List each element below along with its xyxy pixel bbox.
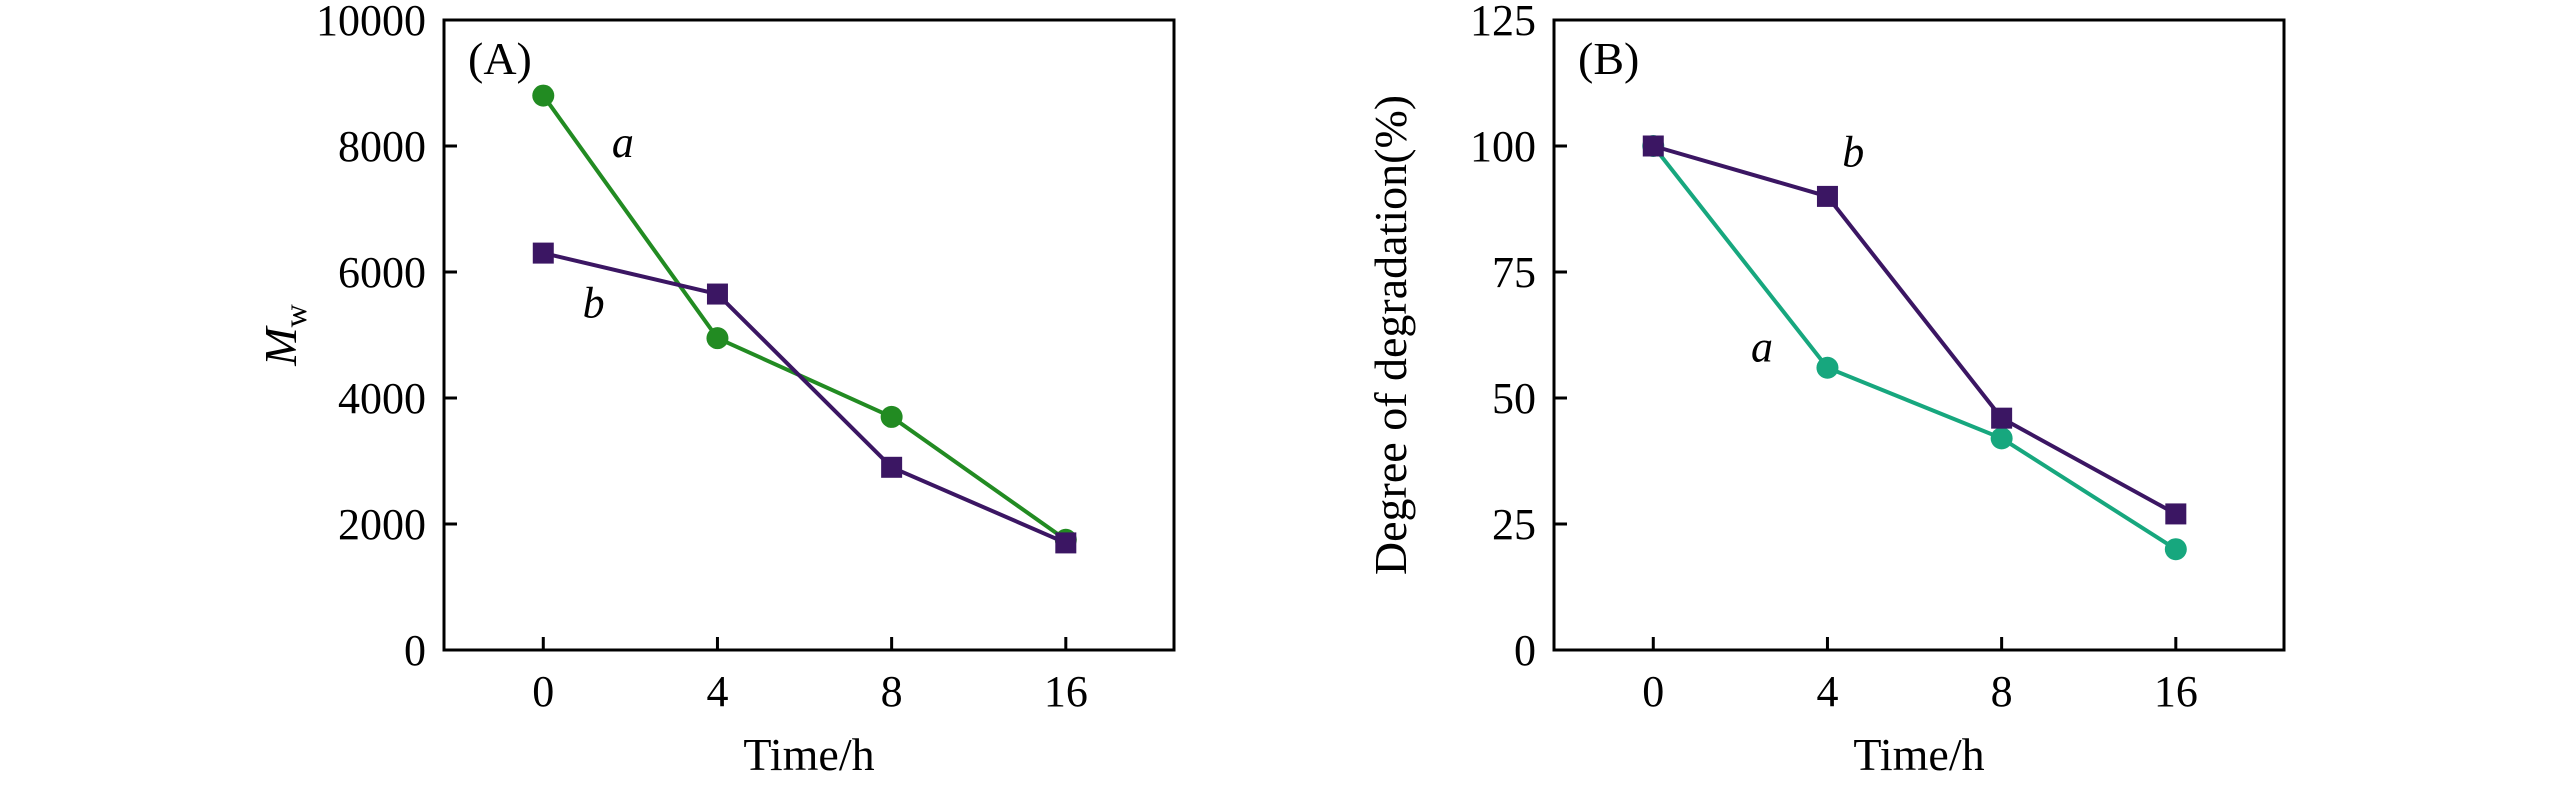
x-axis-title: Time/h <box>743 729 874 780</box>
series-b-marker <box>706 283 728 305</box>
x-tick-label: 16 <box>1043 667 1087 716</box>
y-axis-title: Degree of degradation(%) <box>1365 95 1416 575</box>
series-b-marker <box>880 456 902 478</box>
plot-frame <box>1552 18 2285 652</box>
x-tick-label: 16 <box>2153 667 2197 716</box>
series-a-marker <box>880 405 903 428</box>
series-label-a: a <box>1751 323 1773 372</box>
y-tick-label: 6000 <box>338 248 426 297</box>
series-b-marker <box>1990 407 2012 429</box>
chart-svg-A: 0 2000 4000 6000 8000 10000 0 4 8 16 Time/h Mw (A) a b <box>255 0 1175 780</box>
panel-label: (B) <box>1578 33 1639 84</box>
y-tick-label: 75 <box>1492 248 1536 297</box>
series-a-line <box>1651 144 2177 551</box>
series-a-marker <box>1990 427 2013 450</box>
y-tick-label: 2000 <box>338 500 426 549</box>
x-tick-label: 0 <box>1642 667 1664 716</box>
x-axis-title: Time/h <box>1853 729 1984 780</box>
chart-svg-B: 0 25 50 75 100 125 0 4 8 16 Time/h Degree of degrad… <box>1365 0 2285 780</box>
y-tick-label: 50 <box>1492 374 1536 423</box>
y-axis-title: Mw <box>255 304 313 366</box>
y-tick-label: 100 <box>1470 122 1536 171</box>
y-tick-label: 8000 <box>338 122 426 171</box>
x-tick-label: 8 <box>880 667 902 716</box>
chart-panel-A: 0 2000 4000 6000 8000 10000 0 4 8 16 Time/h Mw (A) a b <box>214 0 1244 787</box>
plot-frame <box>442 18 1175 652</box>
series-a-marker <box>705 327 728 350</box>
series-a-line <box>541 94 1067 542</box>
series-b-marker <box>532 242 554 264</box>
series-a-marker <box>531 84 554 107</box>
panel-label: (A) <box>468 33 532 84</box>
y-tick-label: 125 <box>1470 0 1536 45</box>
y-tick-label: 25 <box>1492 500 1536 549</box>
x-tick-label: 4 <box>706 667 728 716</box>
y-tick-label: 10000 <box>316 0 426 45</box>
series-a-marker <box>1815 356 1838 379</box>
series-b-marker <box>1054 532 1076 554</box>
series-b-marker <box>1816 185 1838 207</box>
series-label-b: b <box>582 279 604 328</box>
x-tick-label: 8 <box>1990 667 2012 716</box>
series-b-marker <box>2164 503 2186 525</box>
chart-panel-B: 0 25 50 75 100 125 0 4 8 16 Time/h Degree of degrad… <box>1324 0 2354 787</box>
series-label-a: a <box>611 118 633 167</box>
series-label-b: b <box>1842 127 1864 176</box>
series-b-line <box>542 251 1067 545</box>
x-tick-label: 4 <box>1816 667 1838 716</box>
x-tick-label: 0 <box>532 667 554 716</box>
y-tick-label: 0 <box>404 626 426 675</box>
series-b-marker <box>1642 135 1664 157</box>
series-a-marker <box>2164 538 2187 561</box>
y-tick-label: 4000 <box>338 374 426 423</box>
y-tick-label: 0 <box>1514 626 1536 675</box>
series-b-line <box>1652 144 2177 516</box>
